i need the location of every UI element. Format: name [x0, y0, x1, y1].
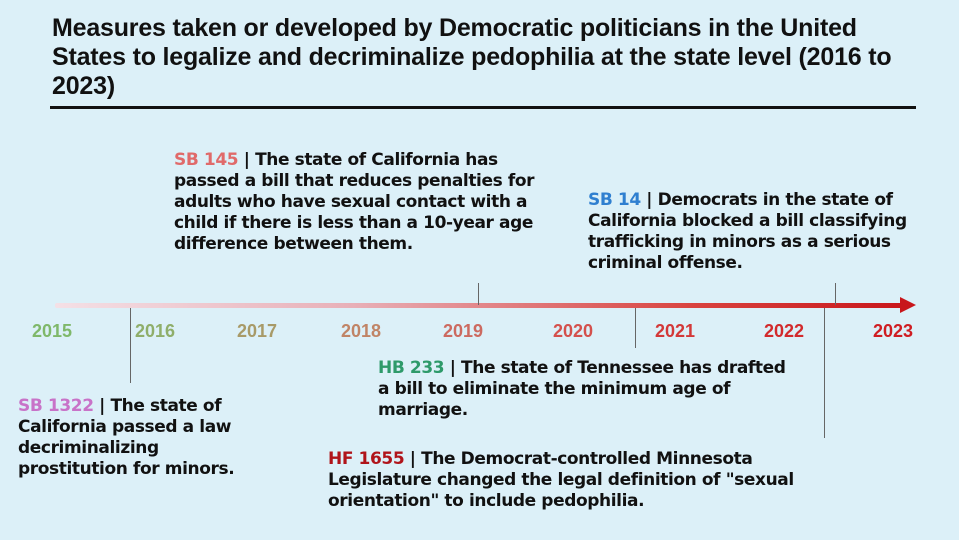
bill-code: SB 1322 [18, 396, 94, 416]
event-text: | Democrats in the state of California b… [588, 190, 907, 273]
year-label: 2020 [553, 321, 594, 341]
timeline-axis [55, 303, 905, 308]
arrow-right-icon [900, 297, 916, 313]
event-text: | The Democrat-controlled Minnesota Legi… [328, 449, 794, 511]
year-label: 2021 [655, 321, 696, 341]
year-label: 2015 [32, 321, 73, 341]
event-hb233: HB 233 | The state of Tennessee has draf… [378, 358, 798, 421]
event-sb1322: SB 1322 | The state of California passed… [18, 396, 273, 480]
year-label: 2018 [341, 321, 382, 341]
event-hf1655: HF 1655 | The Democrat-controlled Minnes… [328, 449, 828, 512]
bill-code: HF 1655 [328, 449, 405, 469]
event-text: | The state of California passed a law d… [18, 396, 235, 479]
year-label: 2023 [873, 321, 914, 341]
event-sb145: SB 145 | The state of California has pas… [174, 150, 559, 255]
year-label: 2017 [237, 321, 278, 341]
year-label: 2016 [135, 321, 176, 341]
connector-line [478, 283, 479, 305]
bill-code: SB 14 [588, 190, 641, 210]
page-title: Measures taken or developed by Democrati… [52, 14, 892, 100]
event-text: | The state of California has passed a b… [174, 150, 535, 254]
connector-line [635, 308, 636, 348]
title-divider [50, 106, 916, 109]
connector-line [130, 308, 131, 383]
bill-code: HB 233 [378, 358, 445, 378]
event-sb14: SB 14 | Democrats in the state of Califo… [588, 190, 948, 274]
year-label: 2019 [443, 321, 484, 341]
year-label: 2022 [764, 321, 805, 341]
event-text: | The state of Tennessee has drafted a b… [378, 358, 786, 420]
connector-line [835, 283, 836, 305]
bill-code: SB 145 [174, 150, 239, 170]
connector-line [824, 308, 825, 438]
